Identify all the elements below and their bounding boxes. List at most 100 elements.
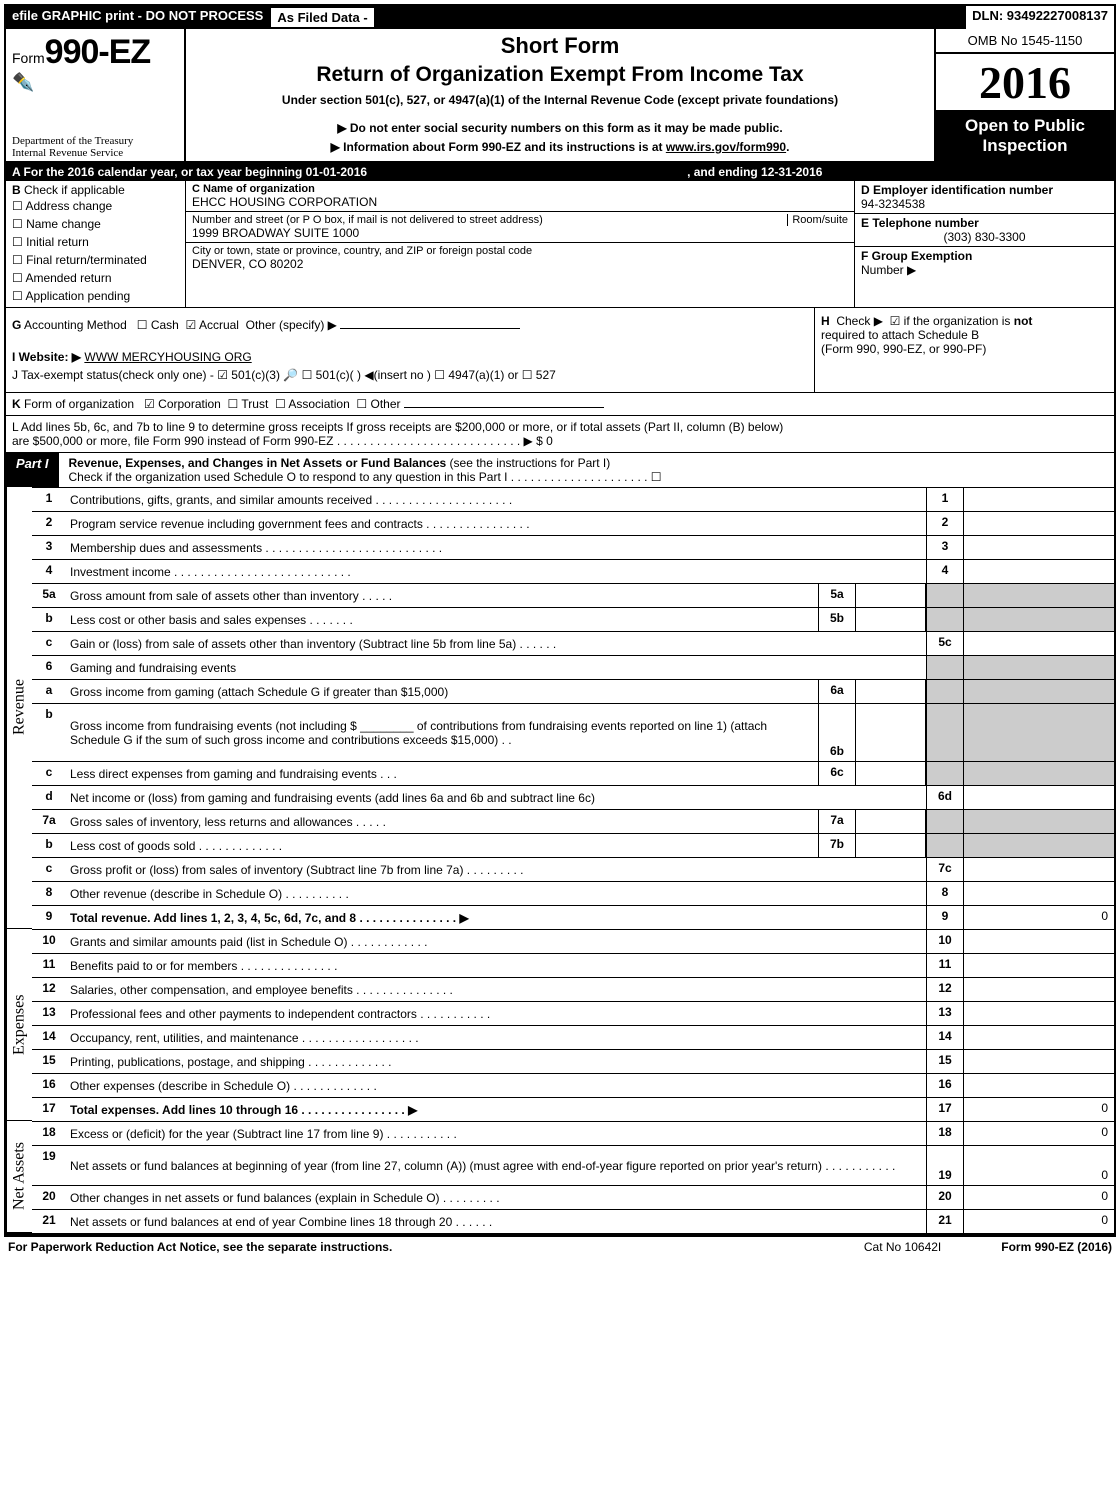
line-18-value: 0: [964, 1122, 1114, 1145]
part1-tag: Part I: [6, 453, 61, 487]
header-right: OMB No 1545-1150 2016 Open to Public Ins…: [934, 29, 1114, 161]
line-17: Total expenses. Add lines 10 through 16 …: [66, 1098, 926, 1121]
g-accounting: G Accounting Method ☐ Cash ☑ Accrual Oth…: [6, 308, 814, 392]
line-6d: Net income or (loss) from gaming and fun…: [66, 786, 926, 809]
line-14: Occupancy, rent, utilities, and maintena…: [66, 1026, 926, 1049]
line-2: Program service revenue including govern…: [66, 512, 926, 535]
line-9-value: 0: [964, 906, 1114, 929]
line-5b: Less cost or other basis and sales expen…: [66, 608, 818, 631]
box-def: D Employer identification number 94-3234…: [854, 181, 1114, 307]
line-21: Net assets or fund balances at end of ye…: [66, 1210, 926, 1233]
line-8: Other revenue (describe in Schedule O) .…: [66, 882, 926, 905]
line-20-value: 0: [964, 1186, 1114, 1209]
chk-initial-return[interactable]: ☐ Initial return: [12, 233, 179, 251]
line-10: Grants and similar amounts paid (list in…: [66, 930, 926, 953]
i-website: I Website: ▶ WWW MERCYHOUSING ORG: [12, 350, 808, 364]
line-6c: Less direct expenses from gaming and fun…: [66, 762, 818, 785]
form-prefix: Form: [12, 50, 45, 66]
line-17-value: 0: [964, 1098, 1114, 1121]
line-1: Contributions, gifts, grants, and simila…: [66, 488, 926, 511]
line-7c: Gross profit or (loss) from sales of inv…: [66, 858, 926, 881]
org-street: 1999 BROADWAY SUITE 1000: [192, 226, 848, 240]
line-6a: Gross income from gaming (attach Schedul…: [66, 680, 818, 703]
netassets-block: Net Assets 18Excess or (deficit) for the…: [6, 1121, 1114, 1233]
line-13: Professional fees and other payments to …: [66, 1002, 926, 1025]
e-phone-block: E Telephone number (303) 830-3300: [855, 214, 1114, 247]
line-11: Benefits paid to or for members . . . . …: [66, 954, 926, 977]
line-18: Excess or (deficit) for the year (Subtra…: [66, 1122, 926, 1145]
h-check: H Check ▶ ☑ if the organization is not r…: [814, 308, 1114, 392]
top-bar: efile GRAPHIC print - DO NOT PROCESS As …: [6, 6, 1114, 29]
line-21-value: 0: [964, 1210, 1114, 1233]
tax-year: 2016: [936, 54, 1114, 110]
line-15: Printing, publications, postage, and shi…: [66, 1050, 926, 1073]
form-container: efile GRAPHIC print - DO NOT PROCESS As …: [4, 4, 1116, 1235]
c-name-block: C Name of organization EHCC HOUSING CORP…: [186, 181, 854, 212]
footer-formno: Form 990-EZ (2016): [1001, 1240, 1112, 1254]
section-k: K Form of organization ☑ Corporation ☐ T…: [6, 393, 1114, 416]
open-inspection: Open to Public Inspection: [936, 110, 1114, 161]
return-title: Return of Organization Exempt From Incom…: [194, 63, 926, 87]
side-revenue: Revenue: [6, 487, 32, 929]
efile-label: efile GRAPHIC print - DO NOT PROCESS: [6, 6, 269, 29]
footer: For Paperwork Reduction Act Notice, see …: [4, 1235, 1116, 1257]
box-b: B Check if applicable ☐ Address change ☐…: [6, 181, 186, 307]
c-addr-block: Number and street (or P O box, if mail i…: [186, 212, 854, 243]
line-5a: Gross amount from sale of assets other t…: [66, 584, 818, 607]
dln-label: DLN: 93492227008137: [964, 6, 1114, 29]
part1-header: Part I Revenue, Expenses, and Changes in…: [6, 453, 1114, 487]
c-city-block: City or town, state or province, country…: [186, 243, 854, 273]
footer-catno: Cat No 10642I: [864, 1240, 941, 1254]
chk-amended[interactable]: ☐ Amended return: [12, 269, 179, 287]
bullet-ssn: ▶ Do not enter social security numbers o…: [194, 119, 926, 138]
header-middle: Short Form Return of Organization Exempt…: [186, 29, 934, 161]
d-ein-block: D Employer identification number 94-3234…: [855, 181, 1114, 214]
side-netassets: Net Assets: [6, 1121, 32, 1233]
part1-title: Revenue, Expenses, and Changes in Net As…: [61, 453, 1114, 487]
org-name: EHCC HOUSING CORPORATION: [192, 195, 848, 209]
dept-irs: Internal Revenue Service: [12, 147, 178, 159]
header-bullets: ▶ Do not enter social security numbers o…: [194, 119, 926, 157]
phone-value: (303) 830-3300: [861, 230, 1108, 244]
footer-paperwork: For Paperwork Reduction Act Notice, see …: [8, 1240, 392, 1254]
omb-number: OMB No 1545-1150: [936, 29, 1114, 54]
as-filed-label: As Filed Data -: [269, 6, 375, 29]
chk-address-change[interactable]: ☐ Address change: [12, 197, 179, 215]
website-link[interactable]: WWW MERCYHOUSING ORG: [84, 350, 251, 364]
irs-link[interactable]: www.irs.gov/form990: [666, 140, 786, 154]
bullet-info: ▶ Information about Form 990-EZ and its …: [194, 138, 926, 157]
line-5c: Gain or (loss) from sale of assets other…: [66, 632, 926, 655]
chk-pending[interactable]: ☐ Application pending: [12, 287, 179, 305]
line-12: Salaries, other compensation, and employ…: [66, 978, 926, 1001]
line-7b: Less cost of goods sold . . . . . . . . …: [66, 834, 818, 857]
header-row: Form990-EZ ✒️ Department of the Treasury…: [6, 29, 1114, 163]
chk-name-change[interactable]: ☐ Name change: [12, 215, 179, 233]
line-19-value: 0: [964, 1146, 1114, 1185]
ein-value: 94-3234538: [861, 197, 1108, 211]
org-city: DENVER, CO 80202: [192, 257, 848, 271]
dept-treasury: Department of the Treasury: [12, 135, 178, 147]
under-section: Under section 501(c), 527, or 4947(a)(1)…: [194, 93, 926, 107]
line-7a: Gross sales of inventory, less returns a…: [66, 810, 818, 833]
section-bcd: B Check if applicable ☐ Address change ☐…: [6, 181, 1114, 308]
line-6: Gaming and fundraising events: [66, 656, 926, 679]
header-left: Form990-EZ ✒️ Department of the Treasury…: [6, 29, 186, 161]
box-c: C Name of organization EHCC HOUSING CORP…: [186, 181, 854, 307]
department: Department of the Treasury Internal Reve…: [12, 135, 178, 159]
section-l: L Add lines 5b, 6c, and 7b to line 9 to …: [6, 416, 1114, 453]
chk-final-return[interactable]: ☐ Final return/terminated: [12, 251, 179, 269]
line-16: Other expenses (describe in Schedule O) …: [66, 1074, 926, 1097]
f-group-block: F Group Exemption Number ▶: [855, 247, 1114, 279]
j-tax-status: J Tax-exempt status(check only one) - ☑ …: [12, 368, 808, 382]
expenses-block: Expenses 10Grants and similar amounts pa…: [6, 929, 1114, 1121]
revenue-block: Revenue 1Contributions, gifts, grants, a…: [6, 487, 1114, 929]
line-9: Total revenue. Add lines 1, 2, 3, 4, 5c,…: [66, 906, 926, 929]
row-a-taxyear: A For the 2016 calendar year, or tax yea…: [6, 163, 1114, 181]
line-3: Membership dues and assessments . . . . …: [66, 536, 926, 559]
side-expenses: Expenses: [6, 929, 32, 1121]
line-4: Investment income . . . . . . . . . . . …: [66, 560, 926, 583]
b-label: B: [12, 183, 21, 197]
line-19: Net assets or fund balances at beginning…: [66, 1146, 926, 1185]
section-gh: G Accounting Method ☐ Cash ☑ Accrual Oth…: [6, 308, 1114, 393]
form-number: Form990-EZ ✒️: [12, 33, 178, 93]
